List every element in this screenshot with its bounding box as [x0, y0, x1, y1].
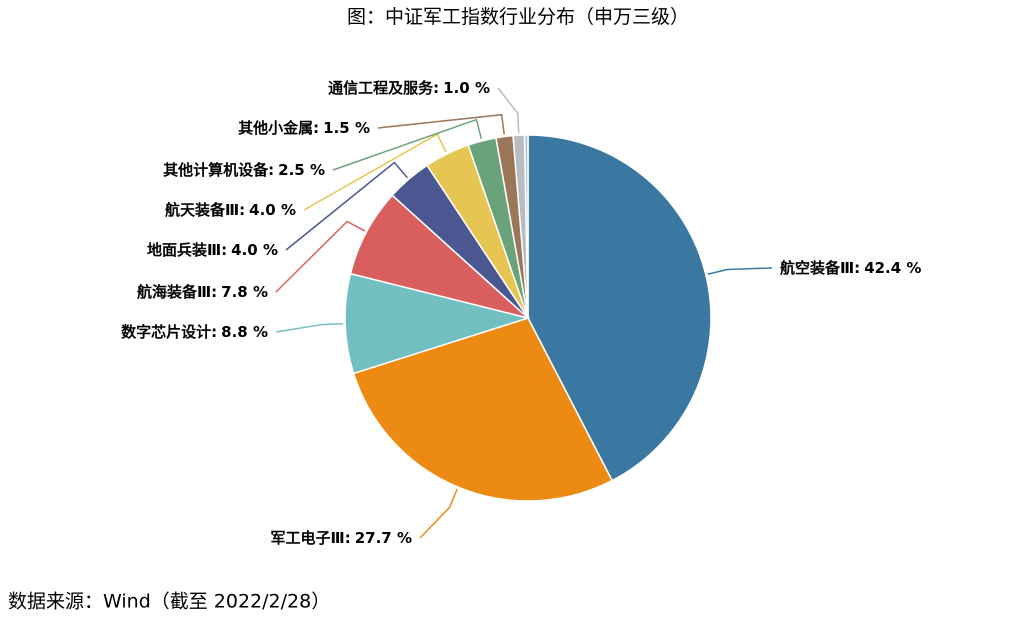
slice-value: 2.5 %: [278, 161, 325, 179]
slice-category: 数字芯片设计:: [121, 323, 217, 341]
slice-label: 地面兵装Ⅲ: 4.0 %: [147, 241, 278, 259]
slice-category: 航空装备Ⅲ:: [780, 259, 860, 277]
leader-line: [419, 488, 458, 539]
leader-line: [332, 118, 483, 171]
slice-value: 4.0 %: [231, 241, 278, 259]
pie-slice: [523, 134, 529, 319]
pie-slice: [527, 134, 712, 482]
leader-line: [377, 113, 505, 135]
slice-label: 军工电子Ⅲ: 27.7 %: [271, 529, 412, 547]
slice-category: 航海装备Ⅲ:: [137, 283, 217, 301]
slice-category: 地面兵装Ⅲ:: [147, 241, 227, 259]
slice-label: 其他小金属: 1.5 %: [238, 119, 370, 137]
leader-line: [275, 220, 366, 293]
slice-value: 8.8 %: [221, 323, 268, 341]
slice-value: 7.8 %: [221, 283, 268, 301]
leader-line: [707, 267, 773, 275]
slice-value: 4.0 %: [249, 201, 296, 219]
slice-label: 航海装备Ⅲ: 7.8 %: [137, 283, 268, 301]
slice-label: 其他计算机设备: 2.5 %: [163, 161, 325, 179]
leader-line: [285, 161, 408, 251]
pie-slice: [344, 272, 531, 375]
slice-value: 27.7 %: [355, 529, 412, 547]
slice-category: 通信工程及服务:: [328, 79, 439, 97]
leader-line: [275, 323, 344, 333]
slice-category: 军工电子Ⅲ:: [271, 529, 351, 547]
slice-value: 1.5 %: [323, 119, 370, 137]
slice-category: 航天装备Ⅲ:: [165, 201, 245, 219]
slice-value: 1.0 %: [443, 79, 490, 97]
slice-label: 航空装备Ⅲ: 42.4 %: [780, 259, 921, 277]
slice-label: 数字芯片设计: 8.8 %: [121, 323, 268, 341]
slice-value: 42.4 %: [864, 259, 921, 277]
slice-label: 航天装备Ⅲ: 4.0 %: [165, 201, 296, 219]
leader-line: [303, 133, 447, 211]
slice-category: 其他计算机设备:: [163, 161, 274, 179]
chart-title: 图：中证军工指数行业分布（申万三级）: [347, 6, 689, 28]
source-note: 数据来源：Wind（截至 2022/2/28）: [8, 591, 330, 613]
slice-category: 其他小金属:: [238, 119, 319, 137]
slice-label: 通信工程及服务: 1.0 %: [328, 79, 490, 97]
leader-line: [497, 87, 520, 134]
pie-slice: [352, 317, 614, 502]
